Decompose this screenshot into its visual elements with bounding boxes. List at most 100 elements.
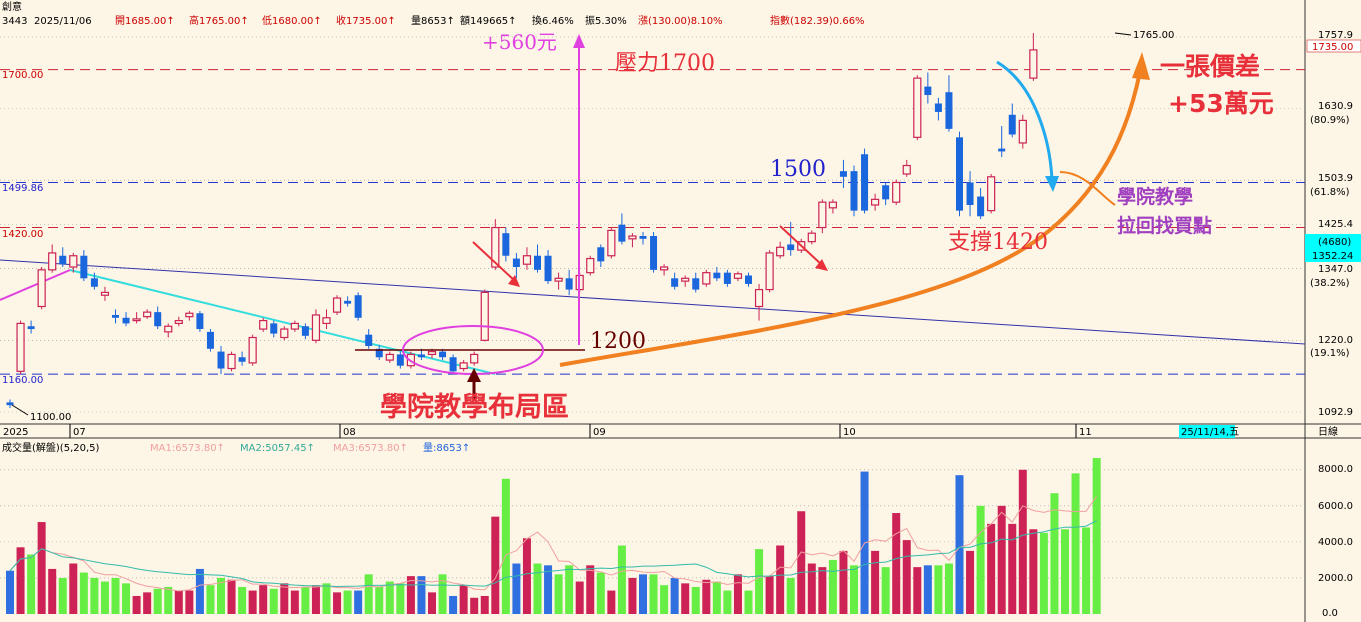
header-turnover: 換6.46% — [532, 15, 574, 27]
volume-bar — [818, 567, 827, 614]
volume-bar — [174, 590, 183, 614]
descending-trend-line — [0, 259, 1306, 345]
volume-ma5-line — [9, 495, 1098, 592]
volume-bar — [596, 572, 605, 614]
candle — [522, 255, 532, 265]
date-label: 08 — [343, 427, 356, 438]
candle — [449, 357, 457, 372]
price-tick: 1347.0 — [1318, 264, 1353, 275]
level-1200-label: 1200 — [590, 329, 646, 354]
candle — [977, 196, 985, 217]
candles — [6, 33, 1038, 408]
orange-brace — [1059, 171, 1116, 206]
volume-bar — [723, 590, 732, 614]
candle — [270, 323, 278, 334]
current-price-box — [1306, 39, 1361, 53]
price-axis: 1757.9 1630.9 1503.9 1425.4 1347.0 1220.… — [1310, 30, 1353, 418]
volume-bar — [6, 570, 14, 614]
pullback-label-1: 學院教學 — [1117, 185, 1193, 208]
date-label: 07 — [73, 427, 86, 438]
date-label: 2025 — [3, 427, 28, 438]
candle — [1008, 114, 1016, 135]
date-label: 10 — [843, 427, 856, 438]
volume-bar — [586, 565, 595, 614]
candle — [1029, 49, 1038, 79]
volume-bar — [122, 583, 131, 614]
blue-arrow-head — [1045, 176, 1059, 192]
volume-title: 成交量(解盤)(5,20,5) — [2, 441, 100, 454]
volume-ma3: MA3:6573.80↑ — [333, 443, 408, 454]
volume-bar — [944, 563, 953, 614]
candle — [238, 357, 246, 362]
candle — [987, 176, 996, 212]
volume-bar — [881, 567, 890, 614]
volume-bar — [343, 590, 352, 614]
candle — [396, 354, 404, 366]
volume-ma20-line — [9, 520, 1097, 588]
candle — [69, 255, 78, 268]
red-arrow-2 — [779, 225, 823, 266]
volume-bar — [396, 583, 405, 614]
candle — [586, 257, 595, 274]
volume-bar — [617, 545, 626, 614]
volume-bar — [269, 588, 278, 614]
candle — [861, 154, 869, 211]
window-title: 創意 — [2, 0, 22, 13]
volume-bar — [217, 577, 225, 614]
candle — [870, 198, 880, 206]
candle — [998, 148, 1006, 152]
period-label: 日線 — [1318, 425, 1338, 438]
volume-bar — [1071, 473, 1080, 614]
header-amount: 額149665↑ — [460, 14, 517, 27]
candle — [122, 317, 130, 324]
red-arrow-2-head — [815, 259, 828, 271]
price-tick: 1630.9 — [1318, 101, 1353, 112]
volume-bar — [322, 583, 331, 614]
volume-bar — [195, 568, 204, 614]
volume-bar — [438, 574, 447, 614]
volume-bar — [238, 586, 247, 614]
volume-bar — [1050, 493, 1059, 614]
low-price-label: 1100.00 — [30, 412, 71, 423]
volume-bar — [554, 574, 563, 614]
candle — [311, 314, 321, 341]
volume-bar — [227, 579, 236, 614]
spread-label-2: +53萬元 — [1168, 89, 1274, 118]
candle — [227, 353, 236, 370]
volume-bar — [259, 585, 268, 614]
volume-bar — [702, 579, 711, 614]
candle — [787, 244, 795, 251]
volume-bar — [966, 550, 975, 614]
gain-arrow-head — [573, 34, 585, 48]
volume-bar — [69, 563, 78, 614]
volume-bar — [649, 574, 658, 614]
candle — [745, 275, 752, 284]
volume-bar — [955, 475, 964, 614]
level-1500-label: 1500 — [770, 157, 826, 182]
volume-bar — [902, 540, 911, 614]
candle — [37, 269, 46, 308]
cursor-date-box — [1179, 425, 1235, 438]
candle — [259, 319, 268, 330]
volume-bar — [58, 577, 67, 614]
volume-bar — [185, 590, 194, 614]
volume-bar — [670, 577, 679, 614]
volume-ma2: MA2:5057.45↑ — [240, 443, 315, 454]
spread-label-1: 一張價差 — [1160, 52, 1260, 81]
pullback-label-2: 拉回找買點 — [1117, 214, 1212, 237]
candle — [839, 171, 847, 177]
volume-bar — [290, 590, 299, 614]
volume-tick: 4000.0 — [1318, 537, 1353, 548]
volume-bar — [923, 565, 932, 614]
candle — [491, 226, 500, 268]
header-code: 3443 — [2, 16, 27, 27]
volume-bar — [765, 576, 774, 614]
cursor-price-box — [1305, 234, 1361, 262]
candle — [618, 224, 626, 242]
candle — [681, 277, 690, 282]
magenta-rise-line — [0, 269, 71, 301]
header-volume: 量8653↑ — [411, 15, 455, 27]
volume-tick: 8000.0 — [1318, 464, 1353, 475]
volume-bar — [333, 592, 342, 614]
volume-bar — [1082, 527, 1091, 614]
